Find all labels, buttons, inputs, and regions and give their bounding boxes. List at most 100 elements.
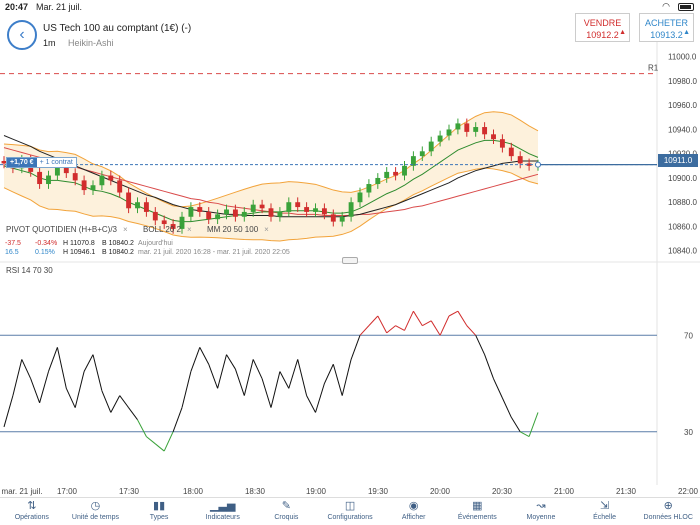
toolbar-item-donn-es-hloc[interactable]: ⊕ Données HLOC <box>636 498 700 525</box>
candle-body <box>428 141 434 152</box>
rsi-segment <box>475 335 486 355</box>
r1-label: R1 <box>648 64 659 73</box>
toolbar-item--v-nements[interactable]: ▦ Événements <box>445 498 509 525</box>
rsi-segment <box>137 419 147 437</box>
candle-body <box>63 165 69 174</box>
rsi-segment <box>359 325 370 336</box>
rsi-segment <box>128 407 138 421</box>
candle-body <box>473 127 479 132</box>
rsi-segment <box>439 315 450 336</box>
pivot-high: H 10946.1 <box>63 249 96 256</box>
candle-body <box>437 135 443 142</box>
rsi-segment <box>101 390 112 413</box>
boll-legend[interactable]: BOLL 20 2 × <box>143 225 192 234</box>
rsi-segment <box>208 364 219 389</box>
rsi-segment <box>448 310 459 317</box>
pivot-low: B 10840.2 <box>102 240 134 247</box>
pivot-change: 16.5 <box>5 249 19 256</box>
candle-body <box>410 156 416 166</box>
candle-body <box>143 202 149 212</box>
rsi-segment <box>288 359 299 389</box>
time-tick-label: 20:00 <box>430 487 451 496</box>
time-tick-label: 18:00 <box>183 487 204 496</box>
mm-legend[interactable]: MM 20 50 100 × <box>207 225 269 234</box>
close-icon[interactable]: × <box>186 225 192 234</box>
time-tick-label: 21:30 <box>616 487 637 496</box>
price-tick-label: 10980.0 <box>668 77 697 86</box>
rsi-legend[interactable]: RSI 14 70 30 <box>6 266 53 275</box>
rsi-segment <box>341 359 352 396</box>
time-tick-label: 19:00 <box>306 487 327 496</box>
close-icon[interactable]: × <box>264 225 269 234</box>
candle-body <box>1 160 7 164</box>
toolbar-item-unit-de-temps[interactable]: ◷ Unité de temps <box>64 498 128 525</box>
rsi-segment <box>386 325 396 334</box>
candle-body <box>179 216 185 229</box>
bars-icon: ▁▃▅ <box>210 500 236 512</box>
close-icon[interactable]: × <box>122 225 128 234</box>
layout-icon: ◫ <box>344 500 356 512</box>
toolbar-item-op-rations[interactable]: ⇅ Opérations <box>0 498 64 525</box>
toolbar-item-indicateurs[interactable]: ▁▃▅ Indicateurs <box>191 498 255 525</box>
rsi-segment <box>493 378 503 399</box>
candle-body <box>366 184 372 193</box>
rsi-tick-label: 70 <box>684 331 693 340</box>
candle-body <box>170 224 176 229</box>
candle-body <box>402 165 407 176</box>
clock-icon: ◷ <box>90 500 101 512</box>
rsi-segment <box>270 371 281 408</box>
back-button[interactable]: ‹ <box>7 20 37 50</box>
candle-body <box>446 129 452 136</box>
candle-body <box>259 204 265 209</box>
toolbar-item-croquis[interactable]: ✎ Croquis <box>255 498 319 525</box>
candle-body <box>117 180 123 193</box>
time-tick-label: 17:30 <box>119 487 140 496</box>
candle-body <box>339 216 345 222</box>
pivot-change-pct: 0.15% <box>35 249 55 256</box>
bollinger-lower <box>3 167 539 242</box>
chart-canvas[interactable]: 11000.010980.010960.010940.010920.010900… <box>0 0 700 497</box>
toolbar-item-moyenne[interactable]: ↝ Moyenne <box>509 498 573 525</box>
toolbar-item--chelle[interactable]: ⇲ Échelle <box>573 498 637 525</box>
toolbar-label: Données HLOC <box>643 514 693 521</box>
rsi-segment <box>243 359 254 396</box>
mm-label: MM 20 50 100 <box>207 225 259 234</box>
instrument-title[interactable]: US Tech 100 au comptant (1€) (-) <box>43 23 192 34</box>
candle-body <box>482 127 488 135</box>
toolbar-label: Afficher <box>401 514 426 521</box>
rsi-segment <box>350 335 361 360</box>
toolbar-item-types[interactable]: ▮▮ Types <box>127 498 191 525</box>
rsi-segment <box>297 359 308 396</box>
rsi-segment <box>119 395 130 408</box>
rsi-segment <box>30 378 41 403</box>
toolbar-label: Types <box>149 514 169 521</box>
candle-body <box>313 208 318 212</box>
toolbar-item-configurations[interactable]: ◫ Configurations <box>318 498 382 525</box>
rsi-segment <box>74 371 85 408</box>
pivot-period: mar. 21 juil. 2020 16:28 - mar. 21 juil.… <box>138 249 290 256</box>
rsi-segment <box>3 395 14 428</box>
rsi-segment <box>368 315 379 326</box>
candle-body <box>499 139 505 148</box>
candle-body <box>491 134 496 140</box>
rsi-segment <box>332 364 343 396</box>
chart-type-label: Heikin-Ashi <box>68 38 114 48</box>
toolbar-label: Croquis <box>274 514 299 521</box>
pane-resize-handle[interactable] <box>342 257 358 264</box>
interval-label[interactable]: 1m <box>43 38 56 48</box>
boll-label: BOLL 20 2 <box>143 225 181 234</box>
rsi-segment <box>190 347 201 372</box>
pivot-change: -37.5 <box>5 240 21 247</box>
rsi-segment <box>154 443 165 452</box>
pivot-legend[interactable]: PIVOT QUOTIDIEN (H+B+C)/3 × <box>6 225 128 234</box>
sell-button[interactable]: VENDRE 10912.2 ▲ <box>575 13 630 42</box>
buy-button[interactable]: ACHETER 10913.2 ▲ <box>639 13 694 42</box>
rsi-segment <box>466 325 477 336</box>
rsi-segment <box>395 325 405 331</box>
position-label[interactable]: +1,70 € + 1 contrat <box>6 157 77 168</box>
candle-body <box>455 123 461 130</box>
candle-body <box>419 151 425 157</box>
position-qty: + 1 contrat <box>39 159 73 166</box>
toolbar-item-afficher[interactable]: ◉ Afficher <box>382 498 446 525</box>
status-date: Mar. 21 juil. <box>36 2 83 12</box>
